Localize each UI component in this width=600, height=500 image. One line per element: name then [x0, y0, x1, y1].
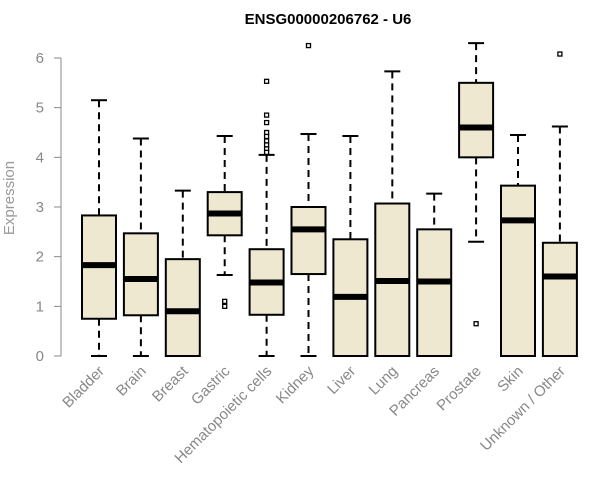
box-kidney	[290, 42, 327, 357]
outlier-point	[305, 42, 312, 49]
y-tick-label: 1	[36, 298, 44, 315]
box-iqr	[458, 81, 495, 159]
outlier-point	[473, 321, 479, 327]
y-tick-label: 4	[36, 149, 44, 166]
y-tick-label: 0	[36, 348, 44, 365]
x-tick-label: Lung	[366, 363, 402, 399]
chart-title: ENSG00000206762 - U6	[245, 11, 412, 28]
x-tick-label: Breast	[149, 362, 192, 405]
y-tick-label: 5	[36, 100, 44, 117]
boxes-group	[81, 42, 578, 358]
outlier-point	[263, 119, 270, 126]
outlier-point	[263, 112, 270, 118]
box-gastric	[206, 134, 243, 309]
outlier-point	[263, 78, 270, 84]
outlier-point	[222, 303, 228, 309]
x-tick-label: Bladder	[59, 363, 108, 412]
y-axis-label: Expression	[1, 161, 18, 235]
box-breast	[164, 189, 201, 357]
box-liver	[332, 134, 369, 358]
y-axis: 0 1 2 3 4 5 6	[36, 50, 62, 365]
x-tick-label: Kidney	[273, 362, 318, 407]
box-unknown-other	[541, 51, 578, 357]
box-brain	[122, 137, 159, 357]
box-skin	[500, 133, 536, 357]
y-tick-label: 3	[36, 199, 44, 216]
box-lung	[374, 70, 411, 357]
x-tick-label: Brain	[113, 363, 150, 400]
x-tick-label: Skin	[494, 363, 527, 396]
outlier-point	[557, 51, 563, 57]
y-tick-label: 6	[36, 50, 44, 67]
y-tick-label: 2	[36, 249, 44, 266]
box-pancreas	[416, 192, 453, 358]
box-iqr	[164, 258, 201, 357]
box-bladder	[81, 99, 117, 357]
outlier-point	[263, 149, 270, 156]
box-prostate	[458, 42, 495, 327]
box-iqr	[290, 206, 327, 276]
outlier-point	[222, 298, 228, 305]
x-tick-label: Prostate	[433, 363, 485, 415]
box-hematopoietic-cells	[248, 78, 285, 357]
box-iqr	[416, 228, 453, 358]
x-tick-label: Liver	[324, 363, 359, 398]
box-iqr	[541, 241, 578, 357]
box-iqr	[122, 232, 159, 317]
outlier-point	[263, 133, 270, 140]
box-iqr	[500, 184, 536, 357]
